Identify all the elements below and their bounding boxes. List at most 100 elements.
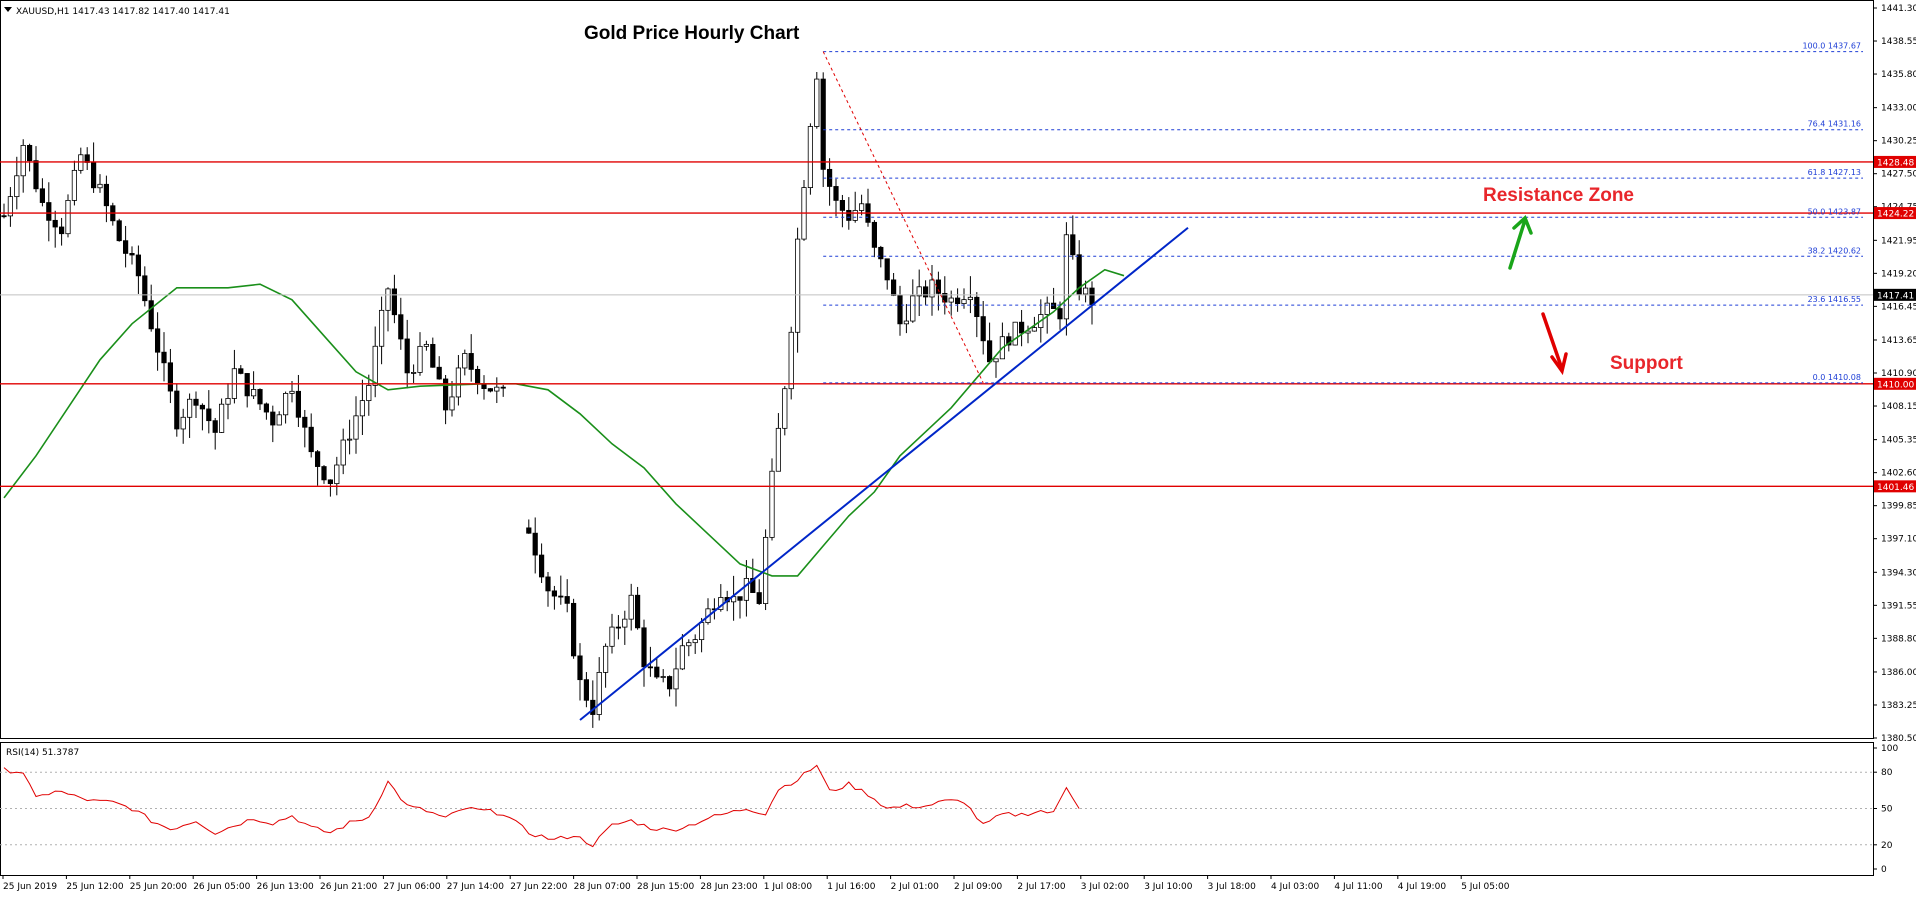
candle-body [263,403,270,413]
candle-body [449,396,455,411]
candle-body [923,286,929,298]
candle-body [1057,308,1063,320]
candle-body [654,666,660,678]
rsi-tick-label: 80 [1881,768,1893,778]
x-tick-label: 1 Jul 16:00 [827,882,876,892]
candle-body [20,144,26,177]
candle-body [679,645,686,670]
candle-body [206,408,212,422]
candle-body [468,353,474,370]
x-tick-label: 4 Jul 03:00 [1271,882,1320,892]
candle-body [46,202,52,221]
candle-body [430,343,436,368]
x-tick-label: 26 Jun 13:00 [257,882,314,892]
candle-body [52,219,58,228]
y-tick-label: 1433.00 [1881,104,1916,114]
collapse-arrow-icon[interactable] [4,7,12,12]
last-price-label: 1417.41 [1877,291,1914,301]
resistance-zone-label: Resistance Zone [1483,185,1634,206]
candle-body [474,368,481,385]
y-tick-label: 1380.50 [1881,734,1916,744]
y-tick-label: 1386.00 [1881,668,1916,678]
fibonacci-level-label: 0.0 1410.08 [1813,373,1861,382]
level-price-label: 1424.22 [1877,210,1914,220]
y-tick-label: 1430.25 [1881,137,1916,147]
candle-body [820,78,826,170]
y-tick-label: 1419.20 [1881,269,1916,279]
level-price-badge [1874,377,1916,390]
candle-body [218,403,225,433]
price-panel: 1441.30 1438.55 1435.80 1433.00 1430.25 1427.… [0,0,1916,744]
candle-body [180,416,186,430]
candle-body [1070,234,1076,256]
x-tick-label: 28 Jun 07:00 [574,882,631,892]
candle-body [993,358,999,363]
y-tick-label: 1413.65 [1881,336,1916,346]
candle-body [123,240,129,254]
candle-body [967,296,974,301]
symbol-header: XAUUSD,H1 1417.43 1417.82 1417.40 1417.4… [16,7,230,17]
candle-body [270,411,276,426]
y-tick-label: 1391.55 [1881,601,1916,611]
time-axis: 25 Jun 2019 25 Jun 12:00 25 Jun 20:00 26 Ju… [2,875,1510,892]
candle-body [641,627,647,668]
candle-body [788,331,794,390]
candle-body [103,183,109,207]
candle-body [660,676,666,678]
level-price-label: 1410.00 [1877,380,1914,390]
candle-body [129,253,135,256]
candle-body [1051,302,1057,309]
candle-body [340,439,346,466]
candle-body [750,578,756,593]
fibonacci-level-label: 100.0 1437.67 [1802,42,1861,51]
candle-body [212,420,218,433]
y-tick-label: 1410.90 [1881,369,1916,379]
rsi-panel: 100 80 50 20 0 [0,742,1898,876]
candle-body [628,594,634,620]
candle-body [1076,254,1082,295]
candle-body [33,160,39,190]
down-arrow-icon [1541,312,1568,376]
candle-body [39,188,46,203]
y-tick-label: 1402.60 [1881,469,1916,479]
candle-body [71,169,77,201]
candle-body [436,366,442,380]
candle-body [571,602,577,657]
x-tick-label: 26 Jun 05:00 [193,882,250,892]
x-tick-label: 25 Jun 2019 [3,882,57,892]
candle-body [314,451,321,467]
candle-body [442,378,449,411]
support-label: Support [1610,353,1683,374]
candle-body [26,144,33,162]
candle-body [859,203,865,211]
x-tick-label: 25 Jun 12:00 [66,882,123,892]
candle-body [532,532,538,556]
y-tick-label: 1405.35 [1881,436,1916,446]
candle-body [148,300,154,330]
x-tick-label: 2 Jul 01:00 [891,882,940,892]
candle-body [903,320,910,325]
candle-body [775,427,782,472]
candle-body [225,398,231,405]
candle-body [609,626,615,647]
candle-body [142,275,148,302]
candle-body [916,286,922,297]
candle-body [378,309,385,347]
fibonacci-level-label: 23.6 1416.55 [1808,295,1861,304]
candle-body [346,438,353,441]
candle-body [852,210,858,221]
y-tick-label: 1383.25 [1881,701,1916,711]
candle-body [807,126,814,188]
candle-body [327,479,334,485]
rsi-tick-label: 20 [1881,841,1893,851]
candle-body [974,296,980,318]
candle-body [423,343,430,347]
candle-body [846,209,852,221]
candle-body [596,671,602,715]
candle-body [455,367,462,398]
candle-body [980,316,986,342]
candle-body [942,293,948,303]
candle-body [622,618,628,628]
y-tick-label: 1441.30 [1881,4,1916,14]
